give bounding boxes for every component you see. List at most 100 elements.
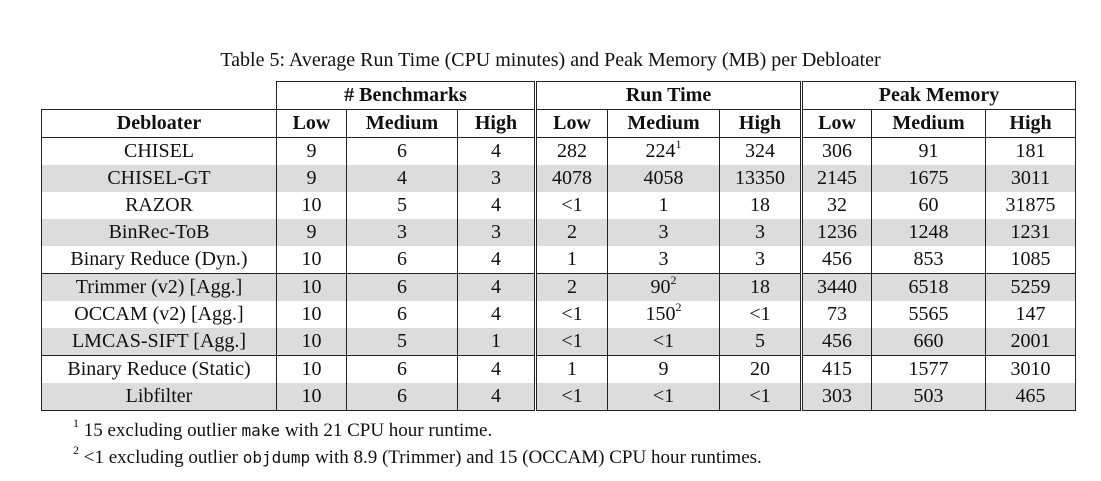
cell-memory-high-value: 2001 — [1010, 330, 1051, 352]
group-runtime: Run Time — [534, 81, 803, 110]
cell-bench-high: 4 — [456, 246, 537, 274]
cell-memory-high: 2001 — [985, 328, 1077, 356]
table-row: BinRec-ToB 9 3 3 2 3 3 1236 1248 1231 — [41, 219, 1077, 246]
column-header-row: Debloater Low Medium High Low Medium Hig… — [41, 109, 1077, 138]
cell-memory-medium-value: 60 — [918, 194, 939, 216]
cell-runtime-medium: 3 — [607, 246, 721, 274]
cell-runtime-low-value: <1 — [561, 330, 583, 352]
cell-memory-low: 2145 — [800, 165, 873, 192]
cell-debloater-value: RAZOR — [125, 194, 193, 216]
cell-memory-low: 1236 — [800, 219, 873, 246]
table-row: RAZOR 10 5 4 <1 1 18 32 60 31875 — [41, 192, 1077, 219]
cell-bench-medium-value: 4 — [397, 167, 407, 189]
cell-bench-medium: 6 — [346, 383, 458, 411]
cell-memory-low: 32 — [800, 192, 873, 219]
debloater-table: # Benchmarks Run Time Peak Memory Debloa… — [41, 81, 1077, 411]
cell-runtime-medium: 902 — [607, 273, 721, 301]
table-row: Libfilter 10 6 4 <1 <1 <1 303 503 465 — [41, 383, 1077, 411]
cell-runtime-medium-value: <1 — [652, 385, 675, 407]
cell-bench-high-value: 4 — [491, 276, 501, 298]
cell-memory-high: 465 — [985, 383, 1077, 411]
cell-bench-high: 3 — [456, 165, 537, 192]
cell-memory-medium: 91 — [871, 137, 987, 165]
table-row: Trimmer (v2) [Agg.] 10 6 4 2 902 18 3440 6518 525… — [41, 273, 1077, 301]
cell-bench-high-value: 1 — [491, 330, 501, 352]
cell-memory-medium: 1248 — [871, 219, 987, 246]
cell-runtime-high: 324 — [719, 137, 803, 165]
cell-bench-low: 10 — [276, 246, 347, 274]
cell-memory-low-value: 1236 — [817, 221, 858, 243]
cell-runtime-medium: 1 — [607, 192, 721, 219]
cell-runtime-low: <1 — [534, 328, 609, 356]
cell-bench-medium-value: 6 — [397, 248, 407, 270]
table-row: CHISEL 9 6 4 282 2241 324 306 91 181 — [41, 137, 1077, 165]
cell-bench-medium: 6 — [346, 301, 458, 328]
cell-memory-medium-value: 5565 — [908, 303, 949, 325]
cell-bench-high-value: 4 — [491, 248, 501, 270]
footnote-ref: 2 — [675, 301, 682, 314]
footnote-2: 2 <1 excluding outlier objdump with 8.9 … — [73, 444, 762, 469]
cell-runtime-high: 18 — [719, 192, 803, 219]
cell-debloater: CHISEL-GT — [41, 165, 277, 192]
cell-memory-low-value: 306 — [822, 140, 853, 162]
footnote-ref: 2 — [670, 273, 677, 287]
cell-debloater-value: OCCAM (v2) [Agg.] — [74, 303, 244, 325]
cell-memory-medium-value: 503 — [913, 385, 944, 407]
cell-debloater: LMCAS-SIFT [Agg.] — [41, 328, 277, 356]
cell-bench-medium: 6 — [346, 137, 458, 165]
cell-runtime-medium: 3 — [607, 219, 721, 246]
cell-runtime-low-value: <1 — [561, 303, 583, 325]
cell-runtime-medium: <1 — [607, 383, 721, 411]
cell-bench-high-value: 4 — [491, 303, 501, 325]
col-header-runtime-low: Low — [534, 109, 609, 138]
cell-runtime-low: 282 — [534, 137, 609, 165]
cell-memory-high-value: 181 — [1015, 140, 1046, 162]
cell-runtime-low: 2 — [534, 273, 609, 301]
cell-debloater-value: Libfilter — [125, 385, 193, 407]
cell-runtime-high: 18 — [719, 273, 803, 301]
cell-bench-high: 4 — [456, 273, 537, 301]
cell-debloater: RAZOR — [41, 192, 277, 219]
cell-runtime-low: <1 — [534, 301, 609, 328]
cell-runtime-high-value: 20 — [750, 358, 771, 380]
cell-bench-high: 4 — [456, 192, 537, 219]
cell-runtime-low: <1 — [534, 192, 609, 219]
cell-runtime-medium: 2241 — [607, 137, 721, 165]
cell-bench-medium: 3 — [346, 219, 458, 246]
cell-bench-low-value: 9 — [306, 221, 317, 243]
cell-runtime-low-value: <1 — [561, 194, 583, 216]
group-memory: Peak Memory — [800, 81, 1077, 110]
cell-debloater: OCCAM (v2) [Agg.] — [41, 301, 277, 328]
cell-memory-high: 1085 — [985, 246, 1077, 274]
cell-bench-medium: 5 — [346, 328, 458, 356]
cell-runtime-high-value: 324 — [745, 140, 776, 162]
cell-bench-high-value: 3 — [491, 167, 501, 189]
cell-bench-low-value: 10 — [301, 385, 322, 407]
cell-debloater-value: BinRec-ToB — [108, 221, 210, 243]
cell-runtime-medium-value: 3 — [658, 248, 669, 270]
footnote-1-mark: 1 — [73, 416, 79, 430]
cell-memory-high: 5259 — [985, 273, 1077, 301]
cell-memory-high: 181 — [985, 137, 1077, 165]
table-row: CHISEL-GT 9 4 3 4078 4058 13350 2145 1675 3011 — [41, 165, 1077, 192]
cell-runtime-low-value: 2 — [567, 221, 578, 243]
cell-bench-high: 4 — [456, 137, 537, 165]
table-row: LMCAS-SIFT [Agg.] 10 5 1 <1 <1 5 456 660 2001 — [41, 328, 1077, 356]
cell-debloater-value: Trimmer (v2) [Agg.] — [75, 276, 243, 298]
cell-runtime-low-value: 2 — [567, 276, 578, 298]
col-header-runtime-medium: Medium — [607, 109, 721, 138]
cell-runtime-medium: 4058 — [607, 165, 721, 192]
footnote-2-mark: 2 — [73, 443, 79, 457]
cell-runtime-high: <1 — [719, 383, 803, 411]
cell-bench-medium: 4 — [346, 165, 458, 192]
group-benchmarks: # Benchmarks — [275, 81, 537, 110]
cell-runtime-low-value: 282 — [557, 140, 588, 162]
cell-memory-medium-value: 853 — [913, 248, 944, 270]
cell-memory-medium: 60 — [871, 192, 987, 219]
cell-runtime-high: 5 — [719, 328, 803, 356]
cell-memory-medium: 660 — [871, 328, 987, 356]
table-row: Binary Reduce (Static) 10 6 4 1 9 20 415 1577 301… — [41, 355, 1077, 383]
cell-bench-low: 9 — [276, 165, 347, 192]
footnote-2-text-a: <1 excluding outlier — [83, 447, 243, 468]
footnote-1-text-a: 15 excluding outlier — [83, 420, 242, 441]
